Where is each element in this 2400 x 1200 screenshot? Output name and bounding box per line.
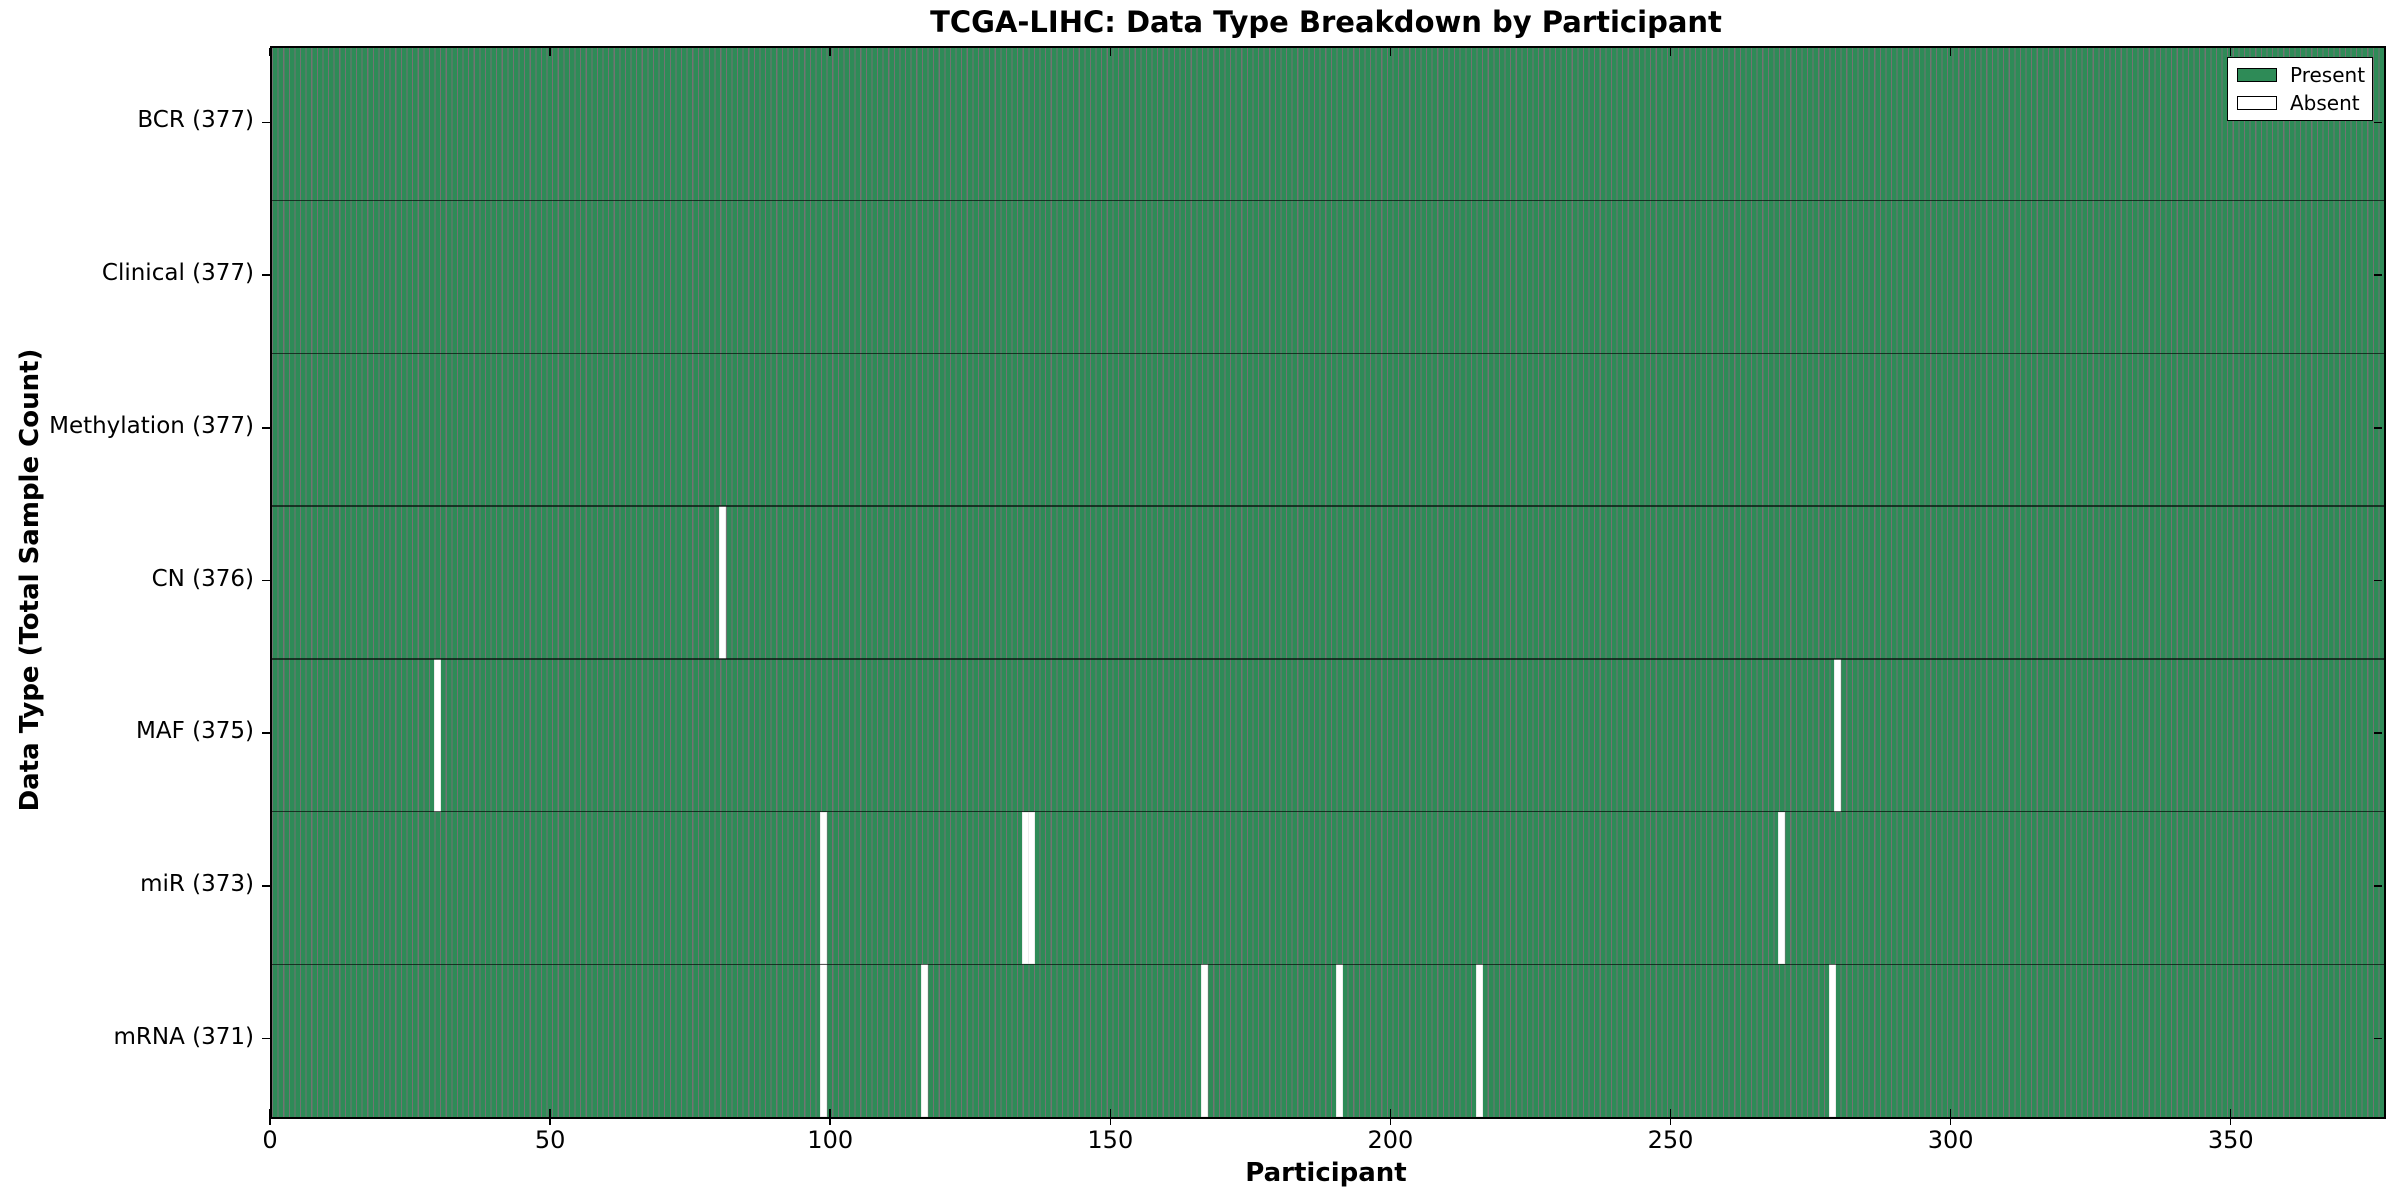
x-tick-label: 100: [807, 1126, 854, 1154]
row-divider: [272, 810, 2384, 813]
y-tick-mark-left: [262, 274, 270, 276]
matrix-row-bcr: [272, 48, 2384, 201]
absent-gap-mrna-190: [1335, 964, 1343, 1117]
matrix-row-mrna: [272, 964, 2384, 1117]
y-tick-mark-right: [2374, 579, 2382, 582]
absent-gap-mrna-278: [1828, 964, 1836, 1117]
y-tick-mark-left: [262, 732, 270, 734]
absent-gap-mir-134: [1021, 811, 1029, 965]
x-tick-mark-bottom: [1389, 1109, 1392, 1125]
y-tick-mark-right: [2374, 427, 2382, 429]
row-divider: [272, 963, 2384, 965]
x-tick-mark-bottom: [1109, 1109, 1112, 1125]
absent-gap-mrna-98: [820, 964, 828, 1117]
y-tick-label: MAF (375): [136, 718, 254, 745]
y-tick-label: BCR (377): [137, 107, 254, 134]
legend-entry-present: Present: [2237, 63, 2366, 87]
x-tick-label: 50: [534, 1126, 566, 1154]
row-divider: [272, 658, 2384, 660]
absent-gap-mrna-116: [921, 964, 929, 1117]
y-tick-label: Methylation (377): [49, 412, 254, 439]
row-divider: [272, 352, 2384, 355]
legend-entry-absent: Absent: [2237, 93, 2363, 113]
absent-gap-mrna-215: [1475, 964, 1483, 1117]
y-tick-mark-right: [2374, 732, 2382, 734]
absent-gap-mir-98: [820, 811, 828, 965]
x-axis-label: Participant: [1245, 1158, 1407, 1188]
matrix-row-methylation: [272, 353, 2384, 507]
absent-gap-maf-279: [1834, 658, 1842, 812]
absent-gap-maf-29: [433, 658, 441, 812]
x-tick-mark-top: [269, 48, 271, 56]
x-tick-label: 350: [2207, 1126, 2254, 1154]
x-tick-label: 250: [1647, 1126, 1694, 1154]
y-tick-mark-right: [2374, 121, 2382, 124]
row-divider: [272, 505, 2384, 507]
x-tick-label: 200: [1367, 1126, 1414, 1154]
matrix-row-clinical: [272, 200, 2384, 354]
x-tick-mark-top: [2229, 48, 2232, 56]
legend-label: Present: [2290, 63, 2366, 87]
plot-area: [270, 46, 2386, 1119]
legend-swatch-absent: [2237, 96, 2277, 110]
x-tick-mark-bottom: [2229, 1109, 2232, 1125]
matrix-row-maf: [272, 658, 2384, 812]
legend-swatch-present: [2237, 68, 2277, 82]
matrix-row-mir: [272, 811, 2384, 965]
legend: Present Absent: [2227, 57, 2373, 121]
y-tick-label: CN (376): [151, 565, 254, 592]
x-tick-mark-top: [549, 48, 551, 56]
x-tick-mark-top: [1669, 48, 1672, 56]
x-tick-mark-top: [1949, 48, 1952, 56]
x-tick-mark-top: [829, 48, 831, 56]
y-tick-mark-left: [262, 121, 270, 124]
x-tick-label: 300: [1927, 1126, 1974, 1154]
x-tick-mark-bottom: [1949, 1109, 1952, 1125]
y-tick-label: Clinical (377): [101, 260, 254, 287]
absent-gap-mir-135: [1027, 811, 1035, 965]
absent-gap-mrna-166: [1201, 964, 1209, 1117]
x-tick-label: 150: [1087, 1126, 1134, 1154]
absent-gap-mir-269: [1778, 811, 1786, 965]
x-tick-mark-bottom: [269, 1109, 271, 1125]
y-tick-mark-right: [2374, 1037, 2382, 1040]
y-tick-label: miR (373): [140, 870, 254, 897]
y-tick-mark-left: [262, 579, 270, 582]
x-tick-label: 0: [262, 1126, 278, 1154]
y-tick-mark-right: [2374, 885, 2382, 887]
legend-label: Absent: [2290, 91, 2360, 115]
x-tick-mark-top: [1109, 48, 1112, 56]
x-tick-mark-bottom: [1669, 1109, 1672, 1125]
x-tick-mark-bottom: [829, 1109, 831, 1125]
row-divider: [272, 200, 2384, 202]
matrix-row-cn: [272, 506, 2384, 659]
y-tick-mark-left: [262, 1037, 270, 1040]
y-tick-mark-left: [262, 885, 270, 887]
absent-gap-cn-80: [719, 506, 727, 659]
x-tick-mark-bottom: [549, 1109, 551, 1125]
y-tick-mark-left: [262, 427, 270, 429]
x-tick-mark-top: [1389, 48, 1392, 56]
y-tick-mark-right: [2374, 274, 2382, 276]
chart-title: TCGA-LIHC: Data Type Breakdown by Partic…: [930, 5, 1722, 39]
y-tick-label: mRNA (371): [113, 1023, 254, 1050]
